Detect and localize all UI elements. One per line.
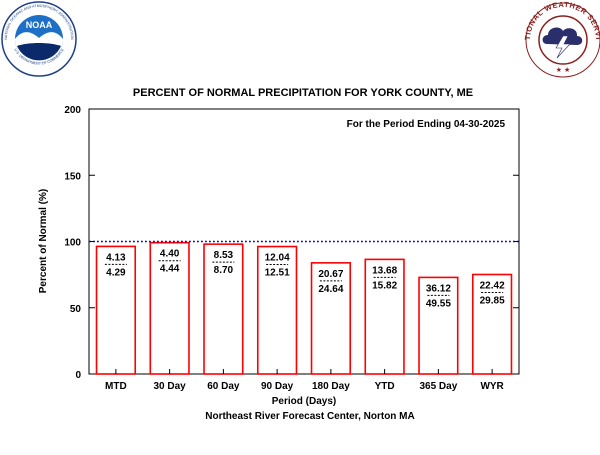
y-tick-label: 200 (64, 105, 81, 116)
normal-label: 4.44 (160, 264, 180, 275)
bar (95, 245, 137, 375)
nws-stars-icon: ★ ★ (556, 66, 571, 74)
normal-label: 12.51 (265, 268, 290, 279)
normal-label: 24.64 (318, 284, 343, 295)
y-axis: 0 50 100 150 200 (64, 105, 519, 381)
y-axis-label: Percent of Normal (%) (38, 189, 49, 293)
chart-title: PERCENT OF NORMAL PRECIPITATION FOR YORK… (133, 87, 473, 99)
normal-label: 29.85 (480, 295, 505, 306)
y-tick-label: 0 (75, 370, 81, 381)
nws-logo: NATIONAL WEATHER SERVICE ★ ★ (0, 0, 600, 78)
observed-label: 8.53 (214, 250, 234, 261)
footer-credit: Northeast River Forecast Center, Norton … (205, 411, 415, 422)
observed-label: 12.04 (265, 253, 290, 264)
bar (256, 245, 298, 375)
x-tick-label: 60 Day (207, 381, 240, 392)
x-tick-label: 30 Day (154, 381, 187, 392)
bar (149, 241, 190, 375)
observed-label: 20.67 (318, 269, 343, 280)
nws-cloud-icon (542, 27, 583, 45)
x-tick-label: 180 Day (312, 381, 350, 392)
y-tick-label: 150 (64, 171, 81, 182)
bar (364, 258, 405, 375)
normal-label: 49.55 (426, 298, 451, 309)
nws-lightning-icon (555, 35, 571, 59)
nws-ring-text: NATIONAL WEATHER SERVICE (0, 0, 600, 40)
normal-label: 8.70 (214, 265, 234, 276)
observed-label: 36.12 (426, 283, 451, 294)
x-tick-label: WYR (480, 381, 504, 392)
x-tick-label: MTD (105, 381, 127, 392)
x-axis: MTD 30 Day 60 Day 90 Day 180 Day YTD 365 Day WY… (105, 369, 505, 392)
bar (471, 273, 513, 375)
observed-label: 22.42 (480, 280, 505, 291)
x-axis-label: Period (Days) (272, 396, 336, 407)
x-tick-label: 90 Day (261, 381, 294, 392)
bar (310, 262, 352, 375)
observed-label: 4.40 (160, 249, 180, 260)
bar (418, 276, 459, 375)
observed-label: 4.13 (106, 252, 126, 263)
x-tick-label: 365 Day (419, 381, 457, 392)
noaa-logo: NOAA NATIONAL OCEANIC AND ATMOSPHERIC AD… (1, 1, 77, 77)
noaa-logo-text: NOAA (26, 20, 53, 30)
observed-label: 13.68 (372, 265, 397, 276)
normal-label: 15.82 (372, 280, 397, 291)
period-annotation: For the Period Ending 04-30-2025 (347, 119, 506, 130)
bar (203, 243, 244, 375)
x-tick-label: YTD (375, 381, 395, 392)
y-tick-label: 50 (70, 304, 82, 315)
bar-labels: 4.13 4.29 4.40 4.44 8.53 8.70 12.04 12.51 20.67 2… (104, 249, 505, 309)
y-tick-label: 100 (64, 238, 81, 249)
noaa-sea-icon (17, 43, 61, 61)
normal-label: 4.29 (106, 267, 126, 278)
